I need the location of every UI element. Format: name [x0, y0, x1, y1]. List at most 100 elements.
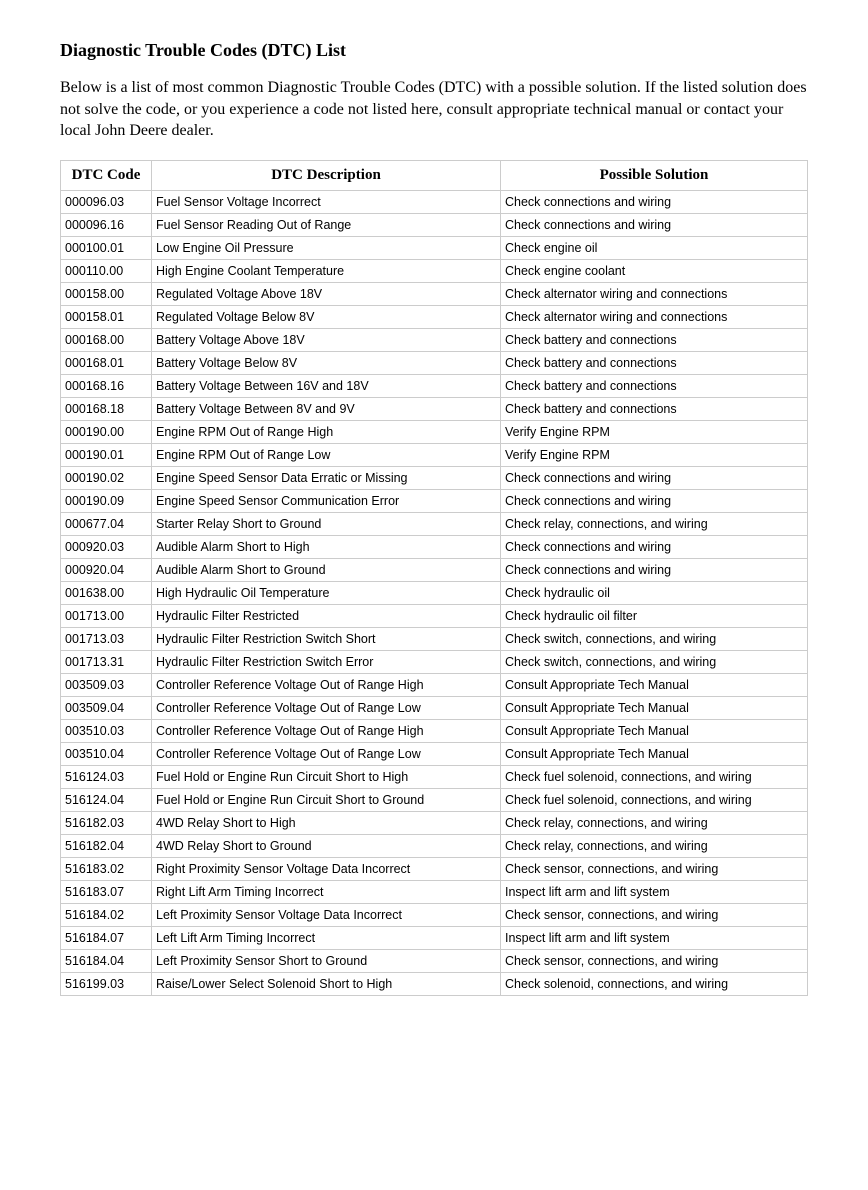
cell-dtc-code: 000158.00 [61, 282, 152, 305]
cell-possible-solution: Check hydraulic oil filter [501, 604, 808, 627]
cell-dtc-code: 000190.09 [61, 489, 152, 512]
cell-dtc-code: 000096.16 [61, 213, 152, 236]
table-row: 000190.09Engine Speed Sensor Communicati… [61, 489, 808, 512]
cell-dtc-description: Low Engine Oil Pressure [152, 236, 501, 259]
table-row: 000168.18Battery Voltage Between 8V and … [61, 397, 808, 420]
col-header-code: DTC Code [61, 160, 152, 190]
table-row: 003509.03Controller Reference Voltage Ou… [61, 673, 808, 696]
page-title: Diagnostic Trouble Codes (DTC) List [60, 40, 808, 61]
cell-dtc-description: High Hydraulic Oil Temperature [152, 581, 501, 604]
cell-dtc-description: 4WD Relay Short to High [152, 811, 501, 834]
table-row: 001638.00High Hydraulic Oil TemperatureC… [61, 581, 808, 604]
cell-dtc-description: Fuel Sensor Voltage Incorrect [152, 190, 501, 213]
cell-dtc-code: 001713.00 [61, 604, 152, 627]
cell-possible-solution: Check engine oil [501, 236, 808, 259]
cell-dtc-code: 000096.03 [61, 190, 152, 213]
cell-dtc-description: Battery Voltage Below 8V [152, 351, 501, 374]
cell-dtc-description: Engine RPM Out of Range Low [152, 443, 501, 466]
table-row: 000677.04Starter Relay Short to GroundCh… [61, 512, 808, 535]
cell-dtc-description: Fuel Hold or Engine Run Circuit Short to… [152, 765, 501, 788]
col-header-description: DTC Description [152, 160, 501, 190]
cell-possible-solution: Check connections and wiring [501, 466, 808, 489]
cell-possible-solution: Verify Engine RPM [501, 420, 808, 443]
cell-dtc-description: Audible Alarm Short to High [152, 535, 501, 558]
cell-dtc-description: Engine RPM Out of Range High [152, 420, 501, 443]
table-row: 000920.04Audible Alarm Short to GroundCh… [61, 558, 808, 581]
cell-possible-solution: Consult Appropriate Tech Manual [501, 742, 808, 765]
cell-dtc-description: Starter Relay Short to Ground [152, 512, 501, 535]
cell-dtc-code: 003509.03 [61, 673, 152, 696]
cell-dtc-description: Left Proximity Sensor Short to Ground [152, 949, 501, 972]
cell-dtc-code: 000168.18 [61, 397, 152, 420]
cell-dtc-code: 000158.01 [61, 305, 152, 328]
cell-dtc-description: Audible Alarm Short to Ground [152, 558, 501, 581]
cell-dtc-code: 516184.07 [61, 926, 152, 949]
table-row: 516124.03Fuel Hold or Engine Run Circuit… [61, 765, 808, 788]
cell-dtc-description: Hydraulic Filter Restriction Switch Shor… [152, 627, 501, 650]
cell-dtc-code: 000920.03 [61, 535, 152, 558]
cell-possible-solution: Check sensor, connections, and wiring [501, 903, 808, 926]
cell-possible-solution: Check connections and wiring [501, 535, 808, 558]
cell-dtc-code: 000110.00 [61, 259, 152, 282]
cell-possible-solution: Check hydraulic oil [501, 581, 808, 604]
cell-dtc-code: 516182.04 [61, 834, 152, 857]
cell-dtc-code: 000190.01 [61, 443, 152, 466]
cell-dtc-code: 001638.00 [61, 581, 152, 604]
cell-dtc-description: Engine Speed Sensor Data Erratic or Miss… [152, 466, 501, 489]
table-row: 000100.01Low Engine Oil PressureCheck en… [61, 236, 808, 259]
cell-dtc-code: 516183.02 [61, 857, 152, 880]
cell-possible-solution: Check solenoid, connections, and wiring [501, 972, 808, 995]
cell-dtc-code: 001713.03 [61, 627, 152, 650]
table-row: 000190.02Engine Speed Sensor Data Errati… [61, 466, 808, 489]
intro-paragraph: Below is a list of most common Diagnosti… [60, 77, 808, 142]
cell-dtc-code: 000168.00 [61, 328, 152, 351]
table-row: 516182.044WD Relay Short to GroundCheck … [61, 834, 808, 857]
cell-possible-solution: Consult Appropriate Tech Manual [501, 673, 808, 696]
table-row: 000096.16Fuel Sensor Reading Out of Rang… [61, 213, 808, 236]
cell-possible-solution: Check relay, connections, and wiring [501, 512, 808, 535]
cell-dtc-code: 000100.01 [61, 236, 152, 259]
table-row: 516124.04Fuel Hold or Engine Run Circuit… [61, 788, 808, 811]
cell-dtc-description: Engine Speed Sensor Communication Error [152, 489, 501, 512]
cell-dtc-code: 516183.07 [61, 880, 152, 903]
table-row: 516199.03Raise/Lower Select Solenoid Sho… [61, 972, 808, 995]
cell-possible-solution: Check battery and connections [501, 351, 808, 374]
cell-possible-solution: Inspect lift arm and lift system [501, 926, 808, 949]
table-row: 516184.04Left Proximity Sensor Short to … [61, 949, 808, 972]
cell-possible-solution: Check relay, connections, and wiring [501, 834, 808, 857]
cell-dtc-code: 516124.03 [61, 765, 152, 788]
cell-dtc-description: Controller Reference Voltage Out of Rang… [152, 719, 501, 742]
cell-dtc-description: Regulated Voltage Below 8V [152, 305, 501, 328]
cell-possible-solution: Check fuel solenoid, connections, and wi… [501, 765, 808, 788]
cell-dtc-description: Battery Voltage Between 16V and 18V [152, 374, 501, 397]
cell-dtc-code: 516184.02 [61, 903, 152, 926]
cell-possible-solution: Check relay, connections, and wiring [501, 811, 808, 834]
cell-possible-solution: Check battery and connections [501, 397, 808, 420]
table-header-row: DTC Code DTC Description Possible Soluti… [61, 160, 808, 190]
cell-dtc-description: Fuel Sensor Reading Out of Range [152, 213, 501, 236]
cell-dtc-description: Battery Voltage Between 8V and 9V [152, 397, 501, 420]
table-row: 003509.04Controller Reference Voltage Ou… [61, 696, 808, 719]
cell-dtc-description: Battery Voltage Above 18V [152, 328, 501, 351]
table-row: 000168.00Battery Voltage Above 18VCheck … [61, 328, 808, 351]
table-row: 516184.07Left Lift Arm Timing IncorrectI… [61, 926, 808, 949]
cell-dtc-code: 003510.03 [61, 719, 152, 742]
cell-dtc-description: Controller Reference Voltage Out of Rang… [152, 696, 501, 719]
cell-possible-solution: Check alternator wiring and connections [501, 305, 808, 328]
cell-dtc-code: 003509.04 [61, 696, 152, 719]
cell-dtc-code: 516182.03 [61, 811, 152, 834]
cell-dtc-description: High Engine Coolant Temperature [152, 259, 501, 282]
cell-dtc-code: 000677.04 [61, 512, 152, 535]
cell-possible-solution: Check alternator wiring and connections [501, 282, 808, 305]
table-row: 003510.03Controller Reference Voltage Ou… [61, 719, 808, 742]
cell-possible-solution: Check battery and connections [501, 374, 808, 397]
cell-dtc-description: Controller Reference Voltage Out of Rang… [152, 742, 501, 765]
cell-dtc-description: Regulated Voltage Above 18V [152, 282, 501, 305]
table-row: 000168.16Battery Voltage Between 16V and… [61, 374, 808, 397]
cell-dtc-code: 000920.04 [61, 558, 152, 581]
cell-possible-solution: Check battery and connections [501, 328, 808, 351]
cell-dtc-description: Right Lift Arm Timing Incorrect [152, 880, 501, 903]
cell-dtc-description: Right Proximity Sensor Voltage Data Inco… [152, 857, 501, 880]
cell-dtc-description: Hydraulic Filter Restriction Switch Erro… [152, 650, 501, 673]
cell-possible-solution: Check connections and wiring [501, 489, 808, 512]
